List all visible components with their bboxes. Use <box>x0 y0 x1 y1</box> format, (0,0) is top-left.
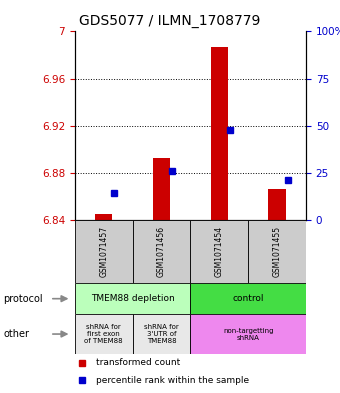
Bar <box>268 189 286 220</box>
Bar <box>190 314 306 354</box>
Bar <box>95 214 112 220</box>
Text: transformed count: transformed count <box>96 358 180 367</box>
Bar <box>190 220 248 283</box>
Bar <box>133 314 190 354</box>
Text: GSM1071455: GSM1071455 <box>273 226 282 277</box>
Bar <box>133 220 190 283</box>
Text: GDS5077 / ILMN_1708779: GDS5077 / ILMN_1708779 <box>79 14 261 28</box>
Text: shRNA for
3'UTR of
TMEM88: shRNA for 3'UTR of TMEM88 <box>144 324 179 344</box>
Text: control: control <box>233 294 264 303</box>
Text: protocol: protocol <box>3 294 43 304</box>
Text: other: other <box>3 329 29 339</box>
Text: shRNA for
first exon
of TMEM88: shRNA for first exon of TMEM88 <box>84 324 123 344</box>
Text: GSM1071456: GSM1071456 <box>157 226 166 277</box>
Text: GSM1071457: GSM1071457 <box>99 226 108 277</box>
Bar <box>248 220 306 283</box>
Text: GSM1071454: GSM1071454 <box>215 226 224 277</box>
Bar <box>210 47 228 220</box>
Text: percentile rank within the sample: percentile rank within the sample <box>96 376 249 385</box>
Text: TMEM88 depletion: TMEM88 depletion <box>91 294 174 303</box>
Text: non-targetting
shRNA: non-targetting shRNA <box>223 327 273 341</box>
Bar <box>75 314 133 354</box>
Bar <box>153 158 170 220</box>
Bar <box>190 283 306 314</box>
Bar <box>75 220 133 283</box>
Bar <box>75 283 190 314</box>
